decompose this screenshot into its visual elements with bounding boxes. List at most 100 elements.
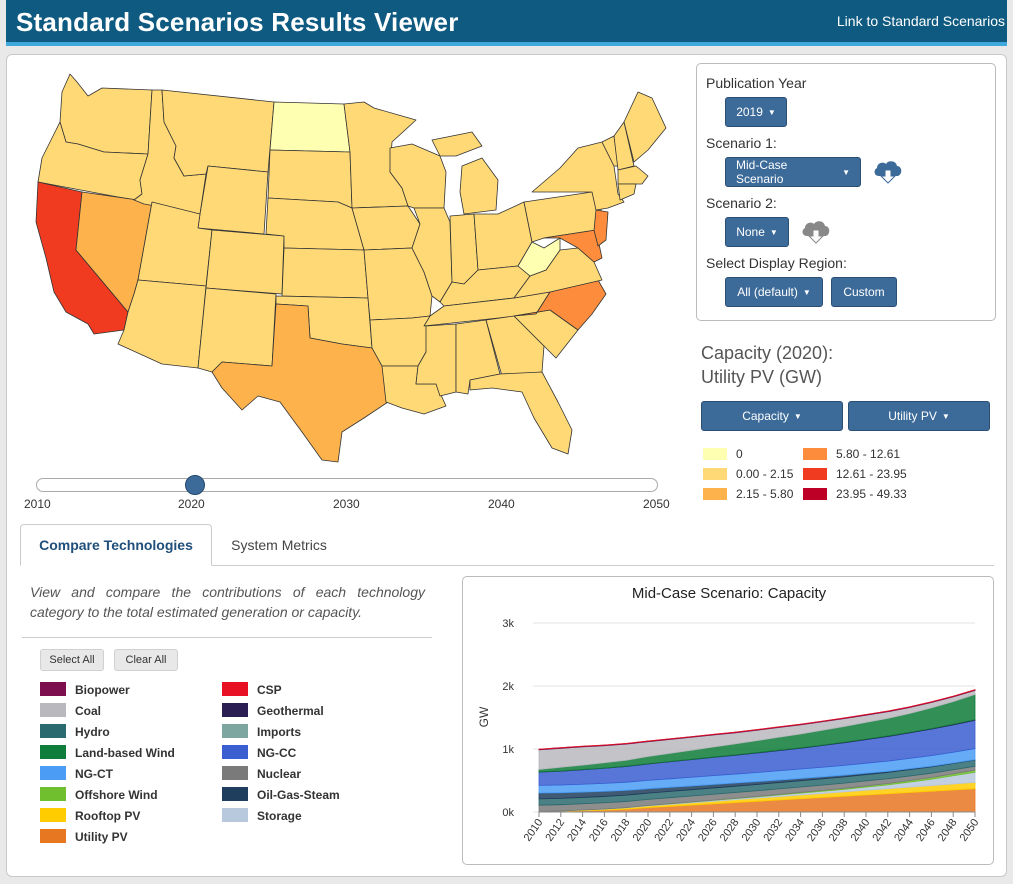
publication-year-label: Publication Year <box>706 75 807 91</box>
caret-down-icon: ▼ <box>769 227 778 237</box>
legend-label: 23.95 - 49.33 <box>836 487 907 501</box>
technology-label[interactable]: Hydro <box>75 725 110 739</box>
technology-label[interactable]: Nuclear <box>257 767 302 781</box>
publication-year-dropdown[interactable]: 2019 ▼ <box>725 97 787 127</box>
state-kansas[interactable] <box>281 247 369 299</box>
download-cloud-icon[interactable] <box>799 218 833 246</box>
x-tick-label: 2046 <box>914 817 938 844</box>
state-georgia[interactable] <box>485 315 545 377</box>
select-all-button[interactable]: Select All <box>40 649 104 671</box>
custom-region-button[interactable]: Custom <box>831 277 897 307</box>
state-new-jersey[interactable] <box>593 209 609 247</box>
state-washington[interactable] <box>59 73 153 155</box>
technology-swatch[interactable] <box>40 808 66 822</box>
technology-label[interactable]: Biopower <box>75 683 130 697</box>
technology-swatch[interactable] <box>222 682 248 696</box>
custom-label: Custom <box>843 285 885 299</box>
state-maine[interactable] <box>623 91 667 163</box>
state-florida[interactable] <box>469 371 573 455</box>
description-text: View and compare the contributions of ea… <box>30 584 425 620</box>
scenario2-label: Scenario 2: <box>706 195 777 211</box>
state-montana[interactable] <box>161 89 275 177</box>
technology-label[interactable]: Offshore Wind <box>75 788 158 802</box>
technology-swatch[interactable] <box>40 745 66 759</box>
state-new-hampshire[interactable] <box>613 121 635 171</box>
technology-label[interactable]: Coal <box>75 704 102 718</box>
technology-swatch[interactable] <box>40 787 66 801</box>
technology-dropdown[interactable]: Utility PV ▼ <box>848 401 990 431</box>
caret-down-icon: ▼ <box>842 167 850 177</box>
caret-down-icon: ▼ <box>802 287 811 297</box>
state-arkansas[interactable] <box>369 315 431 367</box>
region-dropdown[interactable]: All (default) ▼ <box>725 277 823 307</box>
x-tick-label: 2012 <box>543 817 567 844</box>
caret-down-icon: ▼ <box>793 411 802 421</box>
legend-label: 0.00 - 2.15 <box>736 467 794 481</box>
area-series-csp[interactable] <box>538 689 976 750</box>
state-west-virginia[interactable] <box>517 237 561 277</box>
standard-scenarios-link[interactable]: Link to Standard Scenarios <box>836 13 1005 29</box>
capacity-chart: Mid-Case Scenario: Capacity GW 0k 1k 2k 3k … <box>462 576 994 865</box>
technology-swatch[interactable] <box>222 745 248 759</box>
state-illinois[interactable] <box>411 207 453 303</box>
y-tick-label: 2k <box>502 681 514 693</box>
x-tick-label: 2036 <box>805 817 829 844</box>
technology-label[interactable]: NG-CT <box>75 767 113 781</box>
technology-label[interactable]: Land-based Wind <box>75 746 175 760</box>
scenario2-value: None <box>736 225 765 239</box>
state-wyoming[interactable] <box>197 165 269 235</box>
y-tick-label: 3k <box>502 618 514 630</box>
technology-label[interactable]: Utility PV <box>75 830 128 844</box>
x-tick-label: 2016 <box>587 817 611 844</box>
scenario2-dropdown[interactable]: None ▼ <box>725 217 789 247</box>
download-cloud-icon[interactable] <box>871 158 905 186</box>
state-colorado[interactable] <box>205 229 285 295</box>
x-tick-label: 2050 <box>958 817 982 844</box>
state-new-mexico[interactable] <box>197 287 277 373</box>
x-tick-label: 2040 <box>849 817 873 844</box>
app-title: Standard Scenarios Results Viewer <box>16 7 459 37</box>
state-north-dakota[interactable] <box>269 101 351 153</box>
year-slider-handle[interactable] <box>185 475 205 495</box>
technology-label[interactable]: Geothermal <box>257 704 324 718</box>
state-massachusetts[interactable] <box>617 165 649 185</box>
state-connecticut[interactable] <box>617 183 637 201</box>
technology-label[interactable]: Oil-Gas-Steam <box>257 788 340 802</box>
legend-swatch <box>803 468 827 480</box>
technology-label[interactable]: CSP <box>257 683 282 697</box>
tab-system-metrics[interactable]: System Metrics <box>231 537 327 553</box>
x-tick-label: 2032 <box>761 817 785 844</box>
technology-label[interactable]: Imports <box>257 725 302 739</box>
state-indiana[interactable] <box>449 213 479 285</box>
technology-swatch[interactable] <box>222 766 248 780</box>
technology-swatch[interactable] <box>222 787 248 801</box>
technology-swatch[interactable] <box>40 829 66 843</box>
clear-all-button[interactable]: Clear All <box>114 649 178 671</box>
chart-title: Mid-Case Scenario: Capacity <box>632 585 827 602</box>
technology-swatch[interactable] <box>40 766 66 780</box>
technology-swatch[interactable] <box>40 682 66 696</box>
technology-swatch[interactable] <box>40 724 66 738</box>
x-tick-label: 2014 <box>565 817 589 844</box>
scenario1-dropdown[interactable]: Mid-Case Scenario ▼ <box>725 157 861 187</box>
year-slider[interactable] <box>36 475 658 495</box>
legend-swatch <box>703 448 727 460</box>
technology-swatch[interactable] <box>222 703 248 717</box>
technology-label[interactable]: Storage <box>257 809 302 823</box>
technology-swatch[interactable] <box>222 808 248 822</box>
state-new-york[interactable] <box>531 141 625 211</box>
region-value: All (default) <box>737 285 798 299</box>
technology-label[interactable]: NG-CC <box>257 746 297 760</box>
tab-compare-technologies[interactable]: Compare Technologies <box>20 524 212 566</box>
state-texas[interactable] <box>211 303 389 463</box>
technology-swatch[interactable] <box>222 724 248 738</box>
state-iowa[interactable] <box>351 205 421 251</box>
state-michigan[interactable] <box>431 131 499 215</box>
chart-ylabel: GW <box>477 706 491 727</box>
technology-label[interactable]: Rooftop PV <box>75 809 141 823</box>
metric-dropdown[interactable]: Capacity ▼ <box>701 401 843 431</box>
caret-down-icon: ▼ <box>767 107 776 117</box>
technology-swatch[interactable] <box>40 703 66 717</box>
x-tick-label: 2022 <box>652 817 676 844</box>
map-title-line2: Utility PV (GW) <box>701 367 822 387</box>
